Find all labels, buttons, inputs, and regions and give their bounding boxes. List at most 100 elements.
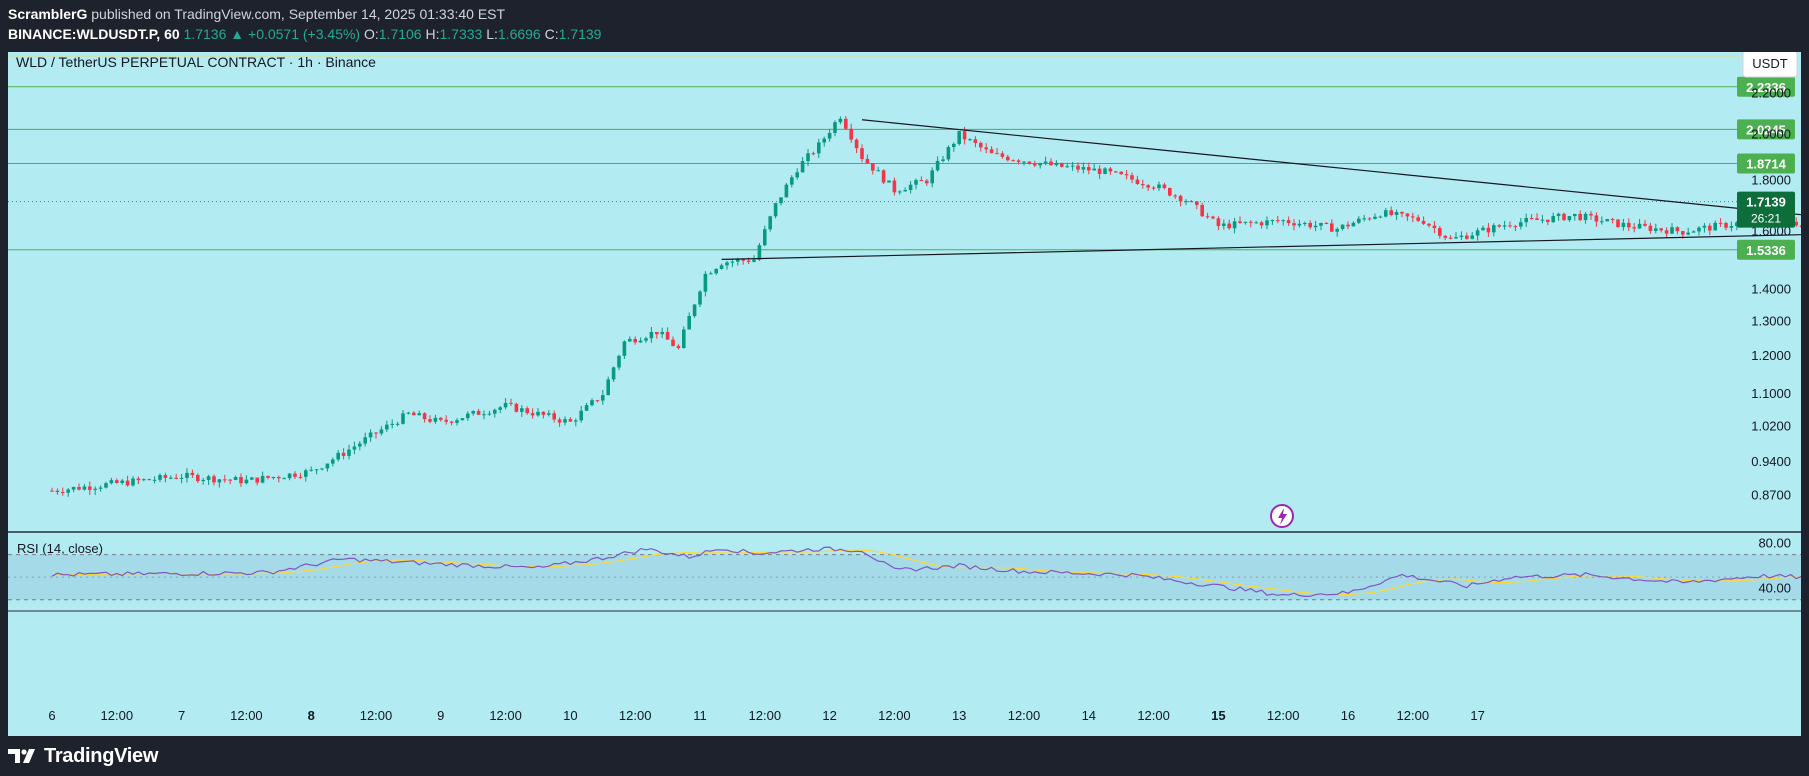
time-tick: 13 bbox=[952, 708, 966, 723]
candle-body bbox=[941, 159, 945, 161]
chart-area[interactable]: 2.2336 2.0245 1.8714 1.5336 2.2000 2.0000 1.80… bbox=[8, 52, 1801, 736]
candle-body bbox=[466, 413, 470, 419]
candle-body bbox=[984, 147, 988, 150]
time-tick: 6 bbox=[48, 708, 55, 723]
symbol: BINANCE:WLDUSDT.P, 60 bbox=[8, 26, 180, 42]
candle-body bbox=[406, 412, 411, 414]
time-tick: 12:00 bbox=[878, 708, 911, 723]
tradingview-logo-icon bbox=[8, 749, 35, 763]
candle-body bbox=[800, 161, 805, 173]
candle-body bbox=[325, 463, 330, 469]
close-value: 1.7139 bbox=[558, 26, 602, 42]
candle-body bbox=[1724, 223, 1728, 228]
candle-body bbox=[1735, 222, 1739, 227]
candle-body bbox=[287, 473, 292, 479]
candle-body bbox=[1254, 222, 1258, 224]
lightning-icon[interactable] bbox=[1270, 504, 1294, 528]
candle-body bbox=[703, 273, 708, 292]
currency-button[interactable]: USDT bbox=[1742, 52, 1798, 78]
candle-body bbox=[1114, 171, 1118, 173]
price-tick: 1.8000 bbox=[1751, 172, 1791, 187]
candle-body bbox=[1702, 225, 1707, 228]
candle-body bbox=[827, 132, 832, 139]
candle-body bbox=[314, 469, 319, 471]
time-tick: 9 bbox=[437, 708, 444, 723]
candle-body bbox=[1016, 160, 1021, 162]
candle-body bbox=[1184, 201, 1188, 203]
candle-body bbox=[82, 486, 87, 490]
candle-body bbox=[71, 486, 76, 490]
candle-body bbox=[482, 414, 486, 416]
candle-body bbox=[1475, 230, 1480, 236]
time-tick: 15 bbox=[1211, 708, 1225, 723]
candle-body bbox=[1594, 215, 1599, 222]
candle-body bbox=[1459, 235, 1464, 238]
candle-body bbox=[714, 268, 718, 274]
candle-body bbox=[1573, 213, 1577, 217]
candle-body bbox=[1675, 227, 1680, 232]
tradingview-wordmark: TradingView bbox=[44, 744, 159, 767]
candle-body bbox=[655, 331, 659, 335]
candle-body bbox=[206, 476, 211, 480]
candle-body bbox=[1411, 216, 1415, 218]
candle-body bbox=[1367, 218, 1372, 220]
level-label-bg bbox=[1737, 239, 1795, 260]
candle-body bbox=[973, 139, 978, 143]
candle-body bbox=[979, 142, 983, 148]
candle-body bbox=[158, 474, 162, 480]
candle-body bbox=[1216, 218, 1221, 226]
candle-body bbox=[1389, 210, 1393, 215]
chart-svg[interactable]: 2.2336 2.0245 1.8714 1.5336 2.2000 2.0000 1.80… bbox=[8, 52, 1801, 736]
tradingview-logo[interactable]: TradingView bbox=[8, 742, 158, 770]
candle-body bbox=[584, 405, 589, 411]
candle-body bbox=[1492, 225, 1496, 233]
candle-body bbox=[379, 429, 384, 434]
candle-body bbox=[266, 475, 270, 478]
candle-body bbox=[1643, 223, 1647, 226]
candle-body bbox=[676, 346, 681, 348]
candle-body bbox=[61, 492, 65, 494]
current-price-text: 1.7139 bbox=[1746, 195, 1786, 210]
candle-body bbox=[520, 408, 524, 412]
countdown-text: 26:21 bbox=[1751, 212, 1781, 226]
time-tick: 12:00 bbox=[1267, 708, 1300, 723]
candle-body bbox=[428, 419, 432, 422]
candle-body bbox=[719, 265, 724, 269]
candle-body bbox=[1610, 219, 1615, 221]
candle-body bbox=[628, 338, 632, 342]
candle-body bbox=[298, 476, 303, 478]
candle-body bbox=[1146, 185, 1150, 188]
candle-body bbox=[223, 479, 227, 481]
candle-body bbox=[439, 417, 443, 420]
price-tick: 0.8700 bbox=[1751, 488, 1791, 503]
candle-body bbox=[255, 477, 259, 483]
level-price-label: 2.2336 bbox=[1737, 76, 1795, 97]
trendline-upper bbox=[861, 119, 1801, 216]
candle-body bbox=[185, 472, 189, 478]
candle-body bbox=[395, 423, 400, 425]
candle-body bbox=[293, 473, 297, 477]
candle-body bbox=[1421, 220, 1426, 224]
candle-body bbox=[881, 170, 886, 183]
price-tick: 2.0000 bbox=[1751, 127, 1791, 142]
candle-body bbox=[1681, 231, 1685, 235]
candle-body bbox=[1540, 219, 1545, 221]
candle-body bbox=[854, 139, 859, 149]
candle-body bbox=[860, 148, 864, 159]
candle-body bbox=[919, 180, 924, 182]
candle-body bbox=[989, 149, 994, 154]
candle-body bbox=[142, 479, 146, 481]
candle-body bbox=[790, 177, 794, 185]
candle-body bbox=[1000, 153, 1005, 157]
author-name[interactable]: ScramblerG bbox=[8, 6, 88, 22]
candle-body bbox=[1135, 179, 1140, 185]
candle-body bbox=[1438, 228, 1442, 236]
candle-body bbox=[174, 477, 178, 479]
candle-body bbox=[1394, 211, 1399, 215]
candle-body bbox=[1189, 201, 1194, 203]
candle-body bbox=[563, 419, 567, 423]
trendline-lower bbox=[721, 234, 1801, 261]
candle-body bbox=[190, 472, 195, 476]
time-tick: 12 bbox=[822, 708, 836, 723]
candle-body bbox=[109, 480, 114, 484]
